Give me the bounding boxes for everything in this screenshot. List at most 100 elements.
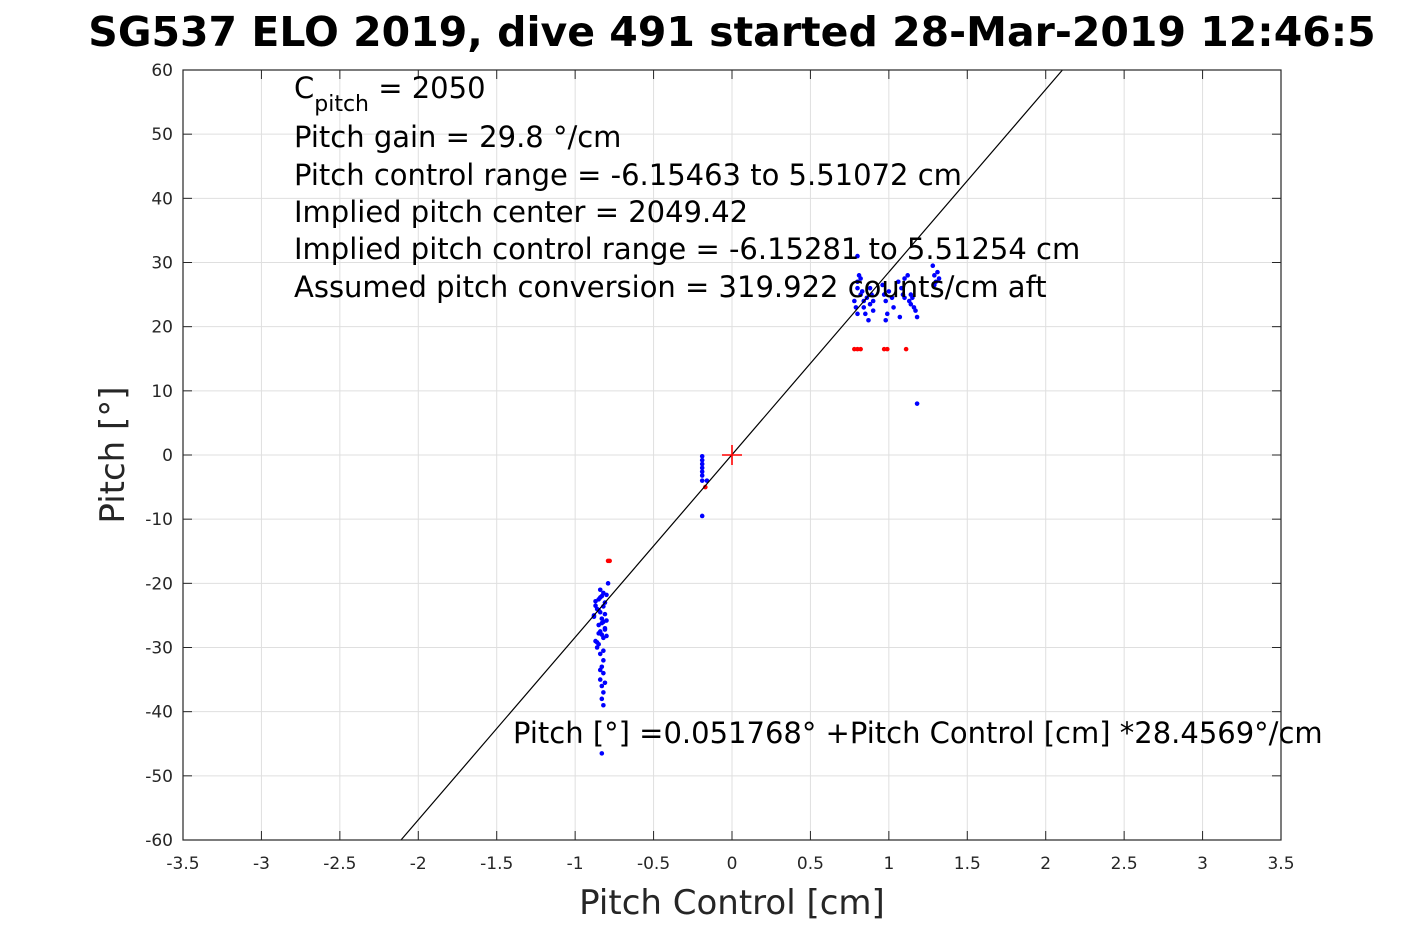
series-0 xyxy=(591,253,942,756)
data-point xyxy=(699,453,705,459)
y-tick-label: 60 xyxy=(151,61,173,81)
y-tick-label: -10 xyxy=(145,510,173,530)
data-point xyxy=(594,640,600,645)
data-point xyxy=(699,478,705,483)
x-tick-label: -0.5 xyxy=(637,854,670,874)
x-tick-label: 3 xyxy=(1197,854,1208,874)
data-point xyxy=(936,276,942,281)
data-point xyxy=(597,651,603,657)
data-point xyxy=(914,314,920,320)
data-point xyxy=(867,285,873,291)
y-axis-label: Pitch [°] xyxy=(93,386,133,523)
data-point xyxy=(699,469,705,474)
x-tick-label: 2 xyxy=(1040,854,1051,874)
data-point xyxy=(880,282,885,288)
x-axis-label: Pitch Control [cm] xyxy=(579,883,885,923)
data-point xyxy=(908,301,914,307)
data-point xyxy=(935,269,940,275)
x-tick-label: 0 xyxy=(727,854,738,874)
data-point xyxy=(914,401,920,406)
chart-title: SG537 ELO 2019, dive 491 started 28-Mar-… xyxy=(88,8,1375,56)
data-point xyxy=(886,289,892,294)
data-point xyxy=(870,308,876,313)
x-tick-label: 2.5 xyxy=(1111,854,1138,874)
series-layer xyxy=(591,253,942,756)
annotation-pitch-gain: Pitch gain = 29.8 °/cm xyxy=(294,120,621,154)
data-point xyxy=(604,618,609,623)
x-tick-label: -1.5 xyxy=(480,854,513,874)
data-point xyxy=(859,289,865,294)
annotation-c-pitch: Cpitch = 2050 xyxy=(294,71,486,117)
y-tick-label: 20 xyxy=(151,318,173,338)
data-point xyxy=(881,292,887,297)
data-point xyxy=(699,473,705,478)
annotation-control-range: Pitch control range = -6.15463 to 5.5107… xyxy=(294,158,962,192)
x-tick-label: 0.5 xyxy=(797,854,824,874)
data-point xyxy=(903,346,909,352)
data-point xyxy=(597,595,603,600)
data-point xyxy=(602,627,608,632)
data-point xyxy=(599,696,605,702)
x-tick-label: 1 xyxy=(883,854,894,874)
y-tick-label: -40 xyxy=(145,703,173,723)
data-point xyxy=(866,317,871,323)
data-point xyxy=(601,670,606,676)
data-point xyxy=(899,285,904,291)
c-pitch-symbol: C xyxy=(294,71,314,105)
data-point xyxy=(884,346,890,352)
data-point xyxy=(908,292,914,297)
data-point xyxy=(599,620,605,626)
x-tick-label: -2 xyxy=(410,854,427,874)
y-tick-label: -50 xyxy=(145,767,173,787)
data-point xyxy=(930,263,936,269)
data-point xyxy=(699,457,705,463)
data-point xyxy=(891,305,896,310)
data-point xyxy=(870,298,876,304)
data-point xyxy=(601,690,606,695)
center-marker xyxy=(722,445,742,465)
data-point xyxy=(861,305,867,310)
data-point xyxy=(601,648,606,654)
c-pitch-subscript: pitch xyxy=(314,92,369,117)
data-point xyxy=(855,285,860,291)
y-tick-label: -20 xyxy=(145,574,173,594)
annotation-implied-center: Implied pitch center = 2049.42 xyxy=(294,195,748,229)
y-tick-label: 10 xyxy=(151,382,173,402)
data-point xyxy=(852,298,857,304)
x-tick-label: 1.5 xyxy=(954,854,981,874)
data-point xyxy=(897,314,903,320)
data-point xyxy=(858,276,863,281)
data-point xyxy=(597,587,603,593)
data-point xyxy=(699,461,705,467)
data-point xyxy=(902,276,907,281)
data-point xyxy=(883,317,889,323)
data-point xyxy=(605,581,611,586)
x-tick-label: -3 xyxy=(253,854,270,874)
data-point xyxy=(932,282,937,288)
data-point xyxy=(599,751,605,756)
y-tick-label: 50 xyxy=(151,125,173,145)
y-tick-label: -60 xyxy=(145,831,173,851)
data-point xyxy=(855,279,860,285)
data-point xyxy=(591,614,597,619)
data-point xyxy=(596,631,601,636)
y-tick-label: 40 xyxy=(151,189,173,209)
data-point xyxy=(604,633,609,639)
data-point xyxy=(607,558,612,564)
series-1 xyxy=(605,346,909,564)
x-tick-label: -2.5 xyxy=(323,854,356,874)
data-point xyxy=(902,295,907,301)
data-point xyxy=(855,311,860,317)
x-tick-label: -1 xyxy=(567,854,584,874)
c-pitch-value: = 2050 xyxy=(369,71,486,105)
data-point xyxy=(699,513,705,519)
y-tick-label: -30 xyxy=(145,639,173,659)
data-point xyxy=(867,301,873,307)
data-point xyxy=(905,273,910,278)
data-point xyxy=(601,702,606,708)
ticks: -3.5 -3 -2.5 -2 -1.5 -1 -0.5 0 0.5 1 1.5 2 2.5 3 3.5 60… xyxy=(145,61,1294,874)
data-point xyxy=(855,253,860,259)
data-point xyxy=(602,611,608,617)
x-tick-label: -3.5 xyxy=(166,854,199,874)
